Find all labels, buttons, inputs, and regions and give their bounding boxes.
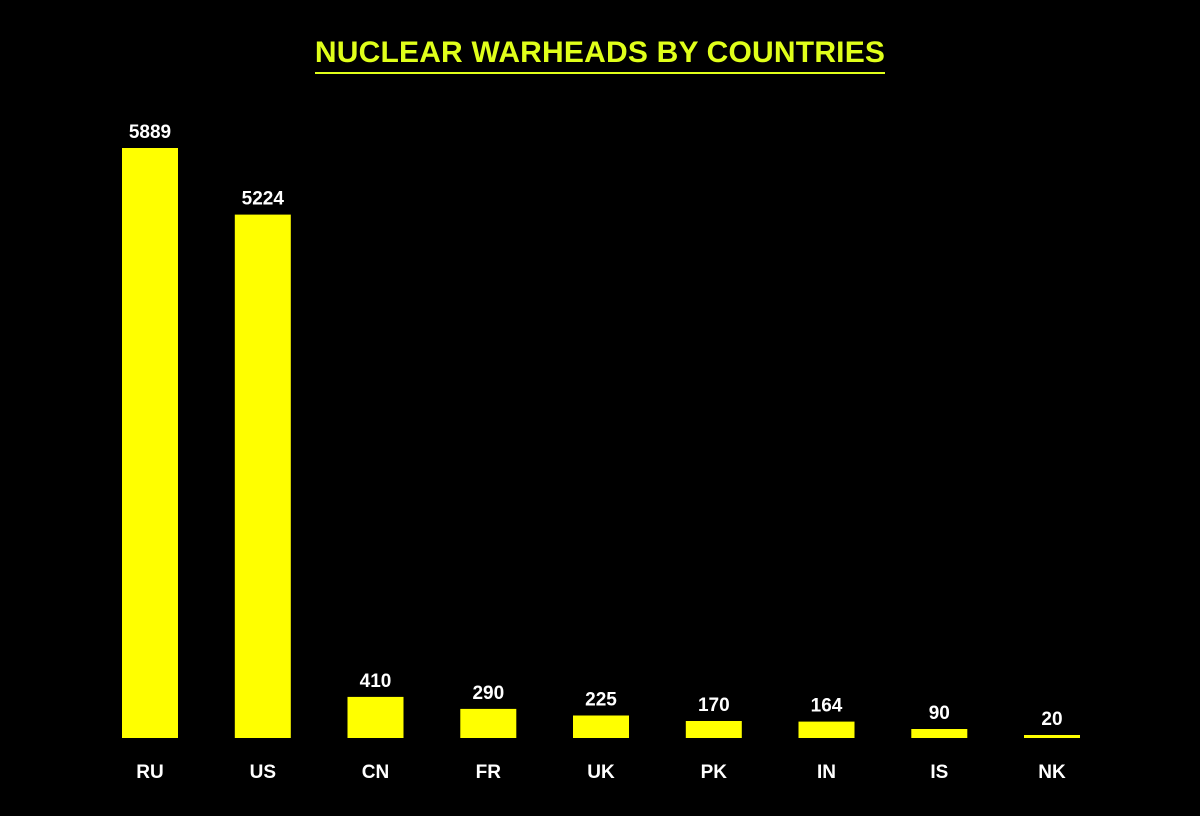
category-labels-group: RU US CN FR UK PK IN IS NK [136, 762, 1066, 783]
bar-nk [1024, 735, 1080, 738]
category-label-in: IN [817, 762, 836, 783]
value-label-ru: 5889 [129, 122, 171, 143]
chart-title: NUCLEAR WARHEADS BY COUNTRIES [0, 36, 1200, 74]
value-label-uk: 225 [585, 690, 617, 711]
value-label-fr: 290 [472, 683, 504, 704]
bar-fr [460, 708, 517, 738]
value-label-us: 5224 [242, 189, 285, 210]
value-label-is: 90 [929, 703, 950, 724]
value-label-cn: 410 [360, 671, 392, 692]
category-label-uk: UK [587, 762, 615, 783]
bar-is [911, 729, 968, 738]
category-label-nk: NK [1038, 762, 1066, 783]
bar-us [234, 214, 291, 739]
value-label-nk: 20 [1041, 709, 1062, 730]
bar-ru [122, 148, 178, 738]
value-label-in: 164 [811, 696, 843, 717]
bar-cn [347, 696, 404, 738]
value-label-pk: 170 [698, 695, 730, 716]
category-label-us: US [250, 762, 276, 783]
bar-pk [685, 721, 742, 738]
chart-title-text: NUCLEAR WARHEADS BY COUNTRIES [314, 36, 886, 74]
category-label-is: IS [930, 762, 948, 783]
category-label-ru: RU [136, 762, 163, 783]
category-label-pk: PK [701, 762, 728, 783]
category-label-fr: FR [476, 762, 502, 783]
value-labels-group: 5889 5224 410 290 225 170 164 90 20 [129, 122, 1063, 730]
bar-uk [573, 715, 629, 738]
category-label-cn: CN [362, 762, 389, 783]
bars-group [122, 148, 1080, 739]
bar-in [798, 721, 855, 738]
